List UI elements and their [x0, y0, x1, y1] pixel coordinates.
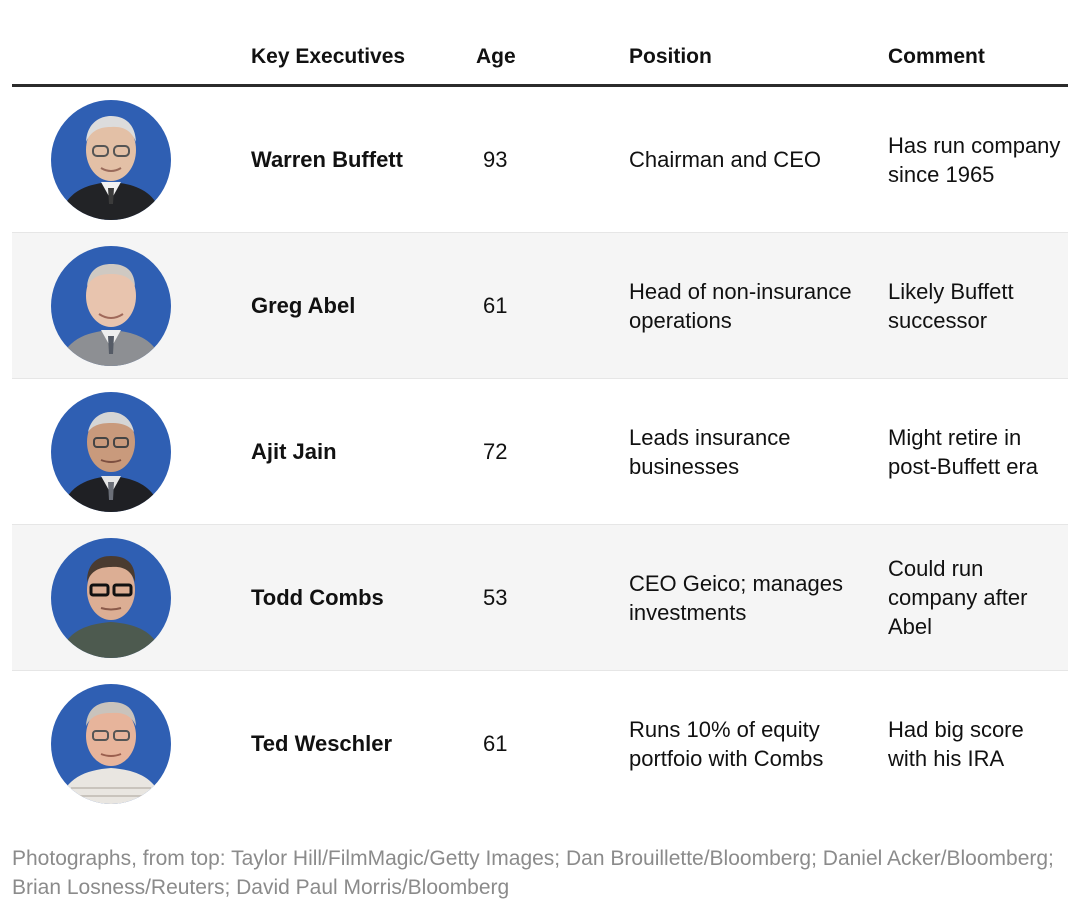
- portrait-photo: [51, 538, 171, 658]
- executives-table: Key Executives Age Position Comment Warr…: [12, 0, 1068, 816]
- executive-position: Chairman and CEO: [629, 147, 821, 172]
- header-age: Age: [476, 45, 516, 68]
- executive-comment: Had big score with his IRA: [888, 716, 1024, 771]
- portrait-photo: [51, 246, 171, 366]
- executive-name: Warren Buffett: [251, 147, 403, 172]
- executive-name: Ted Weschler: [251, 731, 393, 756]
- table-row: Warren Buffett 93 Chairman and CEO Has r…: [12, 87, 1068, 233]
- header-executives: Key Executives: [251, 45, 406, 68]
- executive-age: 61: [483, 731, 508, 756]
- person-portrait-icon: [59, 702, 163, 804]
- executive-position: Head of non-insurance operations: [629, 278, 852, 333]
- executive-comment: Might retire in post-Buffett era: [888, 424, 1039, 479]
- executive-comment: Could run company after Abel: [888, 556, 1028, 639]
- person-portrait-icon: [61, 412, 161, 512]
- executive-position: Runs 10% of equity portfoio with Combs: [629, 716, 824, 771]
- table-row: Todd Combs 53 CEO Geico; manages investm…: [12, 525, 1068, 671]
- person-portrait-icon: [59, 116, 163, 220]
- executive-name: Ajit Jain: [251, 439, 337, 464]
- portrait-photo: [51, 684, 171, 804]
- executive-position: Leads insurance businesses: [629, 424, 791, 479]
- executive-age: 72: [483, 439, 508, 464]
- executive-age: 53: [483, 585, 508, 610]
- portrait-photo: [51, 100, 171, 220]
- table-row: Ajit Jain 72 Leads insurance businesses …: [12, 379, 1068, 525]
- person-portrait-icon: [59, 556, 163, 658]
- header-comment: Comment: [888, 45, 985, 68]
- executive-comment: Has run company since 1965: [888, 132, 1061, 187]
- portrait-photo: [51, 392, 171, 512]
- executive-position: CEO Geico; manages investments: [629, 570, 843, 625]
- table-header: Key Executives Age Position Comment: [12, 0, 1068, 87]
- executive-name: Greg Abel: [251, 293, 356, 318]
- executive-name: Todd Combs: [251, 585, 384, 610]
- executive-age: 93: [483, 147, 508, 172]
- header-position: Position: [629, 45, 712, 68]
- table-row: Ted Weschler 61 Runs 10% of equity portf…: [12, 671, 1068, 816]
- table-row: Greg Abel 61 Head of non-insurance opera…: [12, 233, 1068, 379]
- executive-comment: Likely Buffett successor: [888, 278, 1014, 333]
- person-portrait-icon: [59, 264, 163, 366]
- photo-credit: Photographs, from top: Taylor Hill/FilmM…: [12, 847, 1054, 899]
- executive-age: 61: [483, 293, 508, 318]
